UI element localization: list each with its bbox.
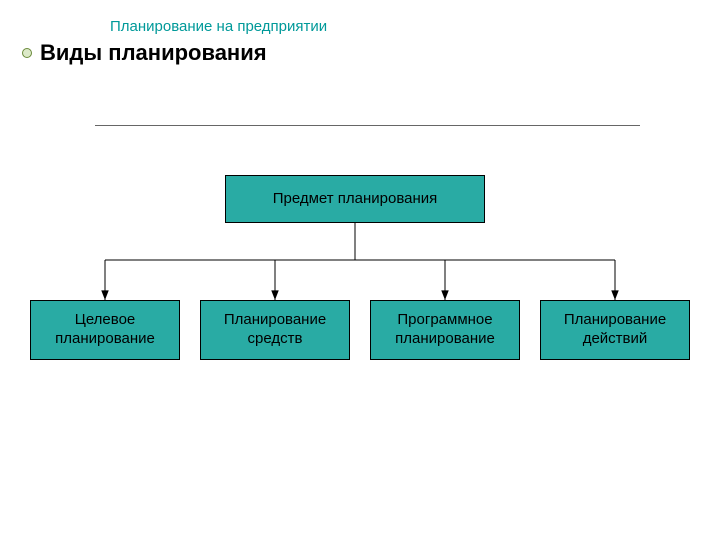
root-node-label: Предмет планирования [273, 190, 438, 209]
connector-lines [0, 0, 720, 540]
child-node-label: Планирование действий [545, 311, 685, 349]
child-node-0: Целевое планирование [30, 300, 180, 360]
child-node-2: Программное планирование [370, 300, 520, 360]
title-bullet-icon [22, 48, 32, 58]
page-title: Виды планирования [40, 40, 267, 66]
child-node-3: Планирование действий [540, 300, 690, 360]
child-node-label: Планирование средств [205, 311, 345, 349]
child-node-1: Планирование средств [200, 300, 350, 360]
title-divider [95, 125, 640, 126]
root-node: Предмет планирования [225, 175, 485, 223]
child-node-label: Целевое планирование [35, 311, 175, 349]
super-title: Планирование на предприятии [110, 18, 327, 35]
child-node-label: Программное планирование [375, 311, 515, 349]
